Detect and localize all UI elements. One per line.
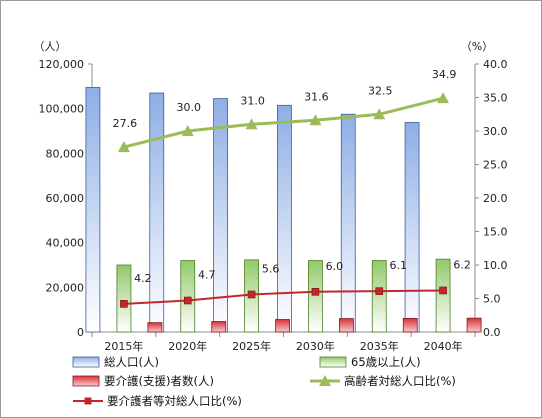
care-ratio-line bbox=[123, 289, 444, 305]
care-ratio-label: 5.6 bbox=[262, 262, 280, 275]
right-axis-unit: （%） bbox=[461, 40, 493, 53]
bar-total-population bbox=[404, 122, 420, 333]
left-tick-label: 80,000 bbox=[46, 147, 85, 160]
right-tick-label: 40.0 bbox=[483, 58, 508, 71]
bar-age-65-plus bbox=[435, 258, 451, 333]
left-tick-label: 120,000 bbox=[39, 58, 85, 71]
bar-age-65-plus bbox=[180, 260, 196, 333]
left-tick-label: 40,000 bbox=[46, 237, 85, 250]
right-tick-label: 20.0 bbox=[483, 192, 508, 205]
bar-care-recipients bbox=[275, 319, 290, 333]
legend-swatch bbox=[72, 356, 100, 368]
legend-label: 要介護(支援)者数(人) bbox=[104, 374, 214, 388]
x-tick-label: 2040年 bbox=[424, 339, 463, 353]
care-ratio-label: 6.0 bbox=[326, 260, 344, 273]
bar-total-population bbox=[149, 92, 165, 333]
x-tick-label: 2015年 bbox=[104, 339, 143, 353]
right-tick-label: 5.0 bbox=[483, 293, 501, 306]
care-ratio-label: 4.2 bbox=[134, 272, 152, 285]
legend-swatch bbox=[319, 356, 347, 368]
elderly-ratio-point bbox=[437, 92, 450, 104]
right-tick-label: 0.0 bbox=[483, 326, 501, 339]
care-ratio-point bbox=[247, 290, 256, 299]
elderly-ratio-label: 32.5 bbox=[368, 84, 393, 97]
data-labels: 27.6 30.0 31.0 31.6 32.5 34.9 4.2 4.7 5.6 6.0 6.1 6… bbox=[113, 68, 471, 285]
bar-total-population bbox=[277, 104, 292, 333]
left-tick-label: 20,000 bbox=[46, 281, 85, 294]
elderly-ratio-point bbox=[373, 108, 386, 120]
bar-care-recipients bbox=[147, 322, 163, 333]
care-ratio-point bbox=[183, 296, 192, 305]
care-ratio-point bbox=[439, 286, 447, 295]
legend-label: 65歳以上(人) bbox=[351, 355, 421, 369]
bar-care-recipients bbox=[402, 317, 418, 333]
x-tick-label: 2035年 bbox=[360, 339, 399, 353]
care-ratio-label: 6.2 bbox=[453, 258, 471, 271]
care-ratio-label: 6.1 bbox=[390, 259, 408, 272]
right-tick-label: 25.0 bbox=[483, 159, 508, 172]
legend-label: 要介護者等対総人口比(%) bbox=[107, 394, 242, 408]
bar-care-recipients bbox=[339, 318, 354, 333]
left-tick-label: 0 bbox=[77, 326, 84, 339]
lines bbox=[117, 92, 450, 308]
elderly-ratio-label: 31.6 bbox=[304, 90, 329, 103]
x-tick-label: 2030年 bbox=[296, 339, 335, 353]
elderly-ratio-point bbox=[117, 141, 130, 153]
care-ratio-point bbox=[120, 300, 128, 308]
legend-marker bbox=[84, 397, 92, 405]
bar-age-65-plus bbox=[308, 260, 323, 333]
bar-age-65-plus bbox=[116, 264, 132, 333]
elderly-ratio-line bbox=[123, 96, 444, 149]
elderly-ratio-label: 34.9 bbox=[432, 68, 457, 81]
elderly-ratio-point bbox=[309, 114, 322, 126]
legend: 総人口(人) 65歳以上(人) 要介護(支援)者数(人) 高齢者対総人口比(%) 要介護… bbox=[72, 355, 456, 408]
elderly-ratio-label: 30.0 bbox=[177, 101, 202, 114]
bar-total-population bbox=[85, 87, 101, 333]
elderly-ratio-label: 27.6 bbox=[113, 117, 138, 130]
legend-swatch bbox=[72, 375, 100, 387]
right-tick-label: 15.0 bbox=[483, 226, 508, 239]
care-ratio-point bbox=[311, 287, 320, 296]
bar-age-65-plus bbox=[371, 260, 387, 333]
bar-total-population bbox=[340, 113, 356, 333]
left-axis-unit: （人） bbox=[34, 40, 67, 53]
bars bbox=[85, 87, 482, 333]
bar-care-recipients bbox=[211, 321, 227, 333]
care-ratio-point bbox=[375, 287, 384, 295]
legend-label: 総人口(人) bbox=[104, 355, 159, 369]
x-tick-label: 2025年 bbox=[232, 339, 271, 353]
elderly-ratio-point bbox=[181, 125, 194, 136]
left-tick-label: 60,000 bbox=[46, 192, 85, 205]
elderly-ratio-point bbox=[245, 118, 258, 130]
right-tick-label: 10.0 bbox=[483, 259, 508, 272]
bar-care-recipients bbox=[466, 317, 482, 333]
legend-marker bbox=[319, 375, 331, 386]
legend-label: 高齢者対総人口比(%) bbox=[344, 374, 456, 388]
care-ratio-label: 4.7 bbox=[198, 269, 216, 282]
x-tick-label: 2020年 bbox=[168, 339, 207, 353]
left-tick-label: 100,000 bbox=[39, 103, 85, 116]
right-tick-label: 35.0 bbox=[483, 92, 508, 105]
right-tick-label: 30.0 bbox=[483, 125, 508, 138]
elderly-ratio-label: 31.0 bbox=[240, 94, 265, 107]
